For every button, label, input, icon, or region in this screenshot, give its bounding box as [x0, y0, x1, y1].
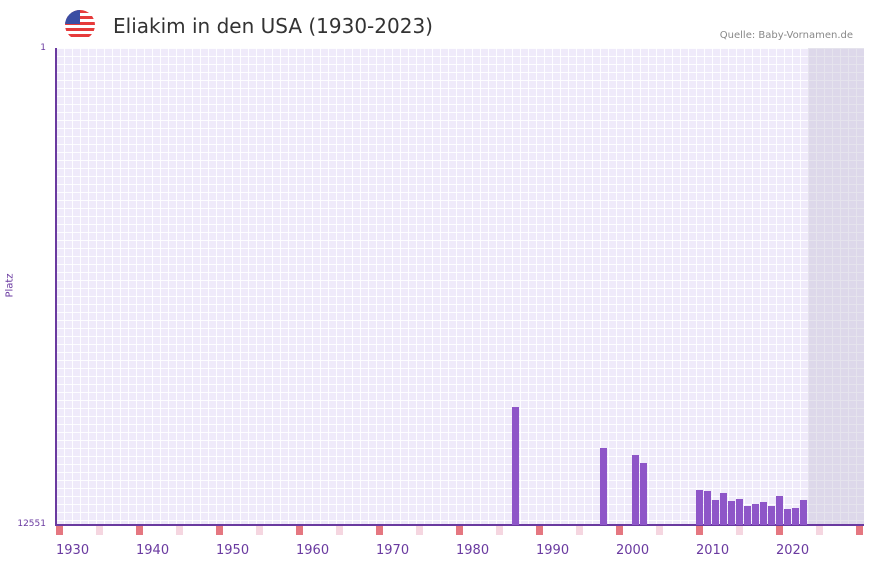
bar-1998[interactable] [600, 448, 607, 525]
bar-2016[interactable] [744, 506, 751, 525]
x-axis [55, 524, 864, 526]
source-credit: Quelle: Baby-Vornamen.de [719, 30, 853, 41]
x-tick-1990: 1990 [536, 543, 570, 558]
y-tick-top: 1 [40, 43, 46, 53]
x-tick-2010: 2010 [696, 543, 730, 558]
half-decade-marker [256, 526, 263, 535]
bar-2013[interactable] [720, 493, 727, 525]
bar-2002[interactable] [632, 455, 639, 525]
x-tick-2000: 2000 [616, 543, 650, 558]
bar-2015[interactable] [736, 499, 743, 525]
half-decade-marker [416, 526, 423, 535]
bar-2011[interactable] [704, 491, 711, 525]
bar-2012[interactable] [712, 500, 719, 525]
bar-2023[interactable] [800, 500, 807, 525]
bar-2019[interactable] [768, 506, 775, 525]
half-decade-marker [96, 526, 103, 535]
bar-2018[interactable] [760, 502, 767, 525]
bar-2022[interactable] [792, 508, 799, 525]
decade-marker [616, 526, 623, 535]
us-flag-icon [65, 10, 95, 40]
bar-2010[interactable] [696, 490, 703, 525]
x-tick-1960: 1960 [296, 543, 330, 558]
x-tick-1940: 1940 [136, 543, 170, 558]
half-decade-marker [736, 526, 743, 535]
bar-2020[interactable] [776, 496, 783, 525]
half-decade-marker [656, 526, 663, 535]
decade-marker [456, 526, 463, 535]
half-decade-marker [816, 526, 823, 535]
half-decade-marker [176, 526, 183, 535]
decade-marker [856, 526, 863, 535]
x-tick-1970: 1970 [376, 543, 410, 558]
bar-2017[interactable] [752, 504, 759, 525]
decade-marker [376, 526, 383, 535]
half-decade-marker [496, 526, 503, 535]
decade-marker [216, 526, 223, 535]
half-decade-marker [336, 526, 343, 535]
decade-marker [536, 526, 543, 535]
bar-2014[interactable] [728, 501, 735, 525]
bar-2021[interactable] [784, 509, 791, 525]
plot-area [56, 48, 864, 525]
bar-2003[interactable] [640, 463, 647, 525]
decade-marker [136, 526, 143, 535]
x-tick-2020: 2020 [776, 543, 810, 558]
decade-marker [776, 526, 783, 535]
decade-marker [56, 526, 63, 535]
bar-1987[interactable] [512, 407, 519, 525]
y-tick-bottom: 12551 [17, 519, 46, 529]
future-shaded-region [808, 48, 864, 525]
half-decade-marker [576, 526, 583, 535]
x-tick-1950: 1950 [216, 543, 250, 558]
x-tick-1930: 1930 [56, 543, 90, 558]
chart-title: Eliakim in den USA (1930-2023) [113, 14, 433, 38]
y-axis-label: Platz [4, 273, 16, 298]
x-tick-1980: 1980 [456, 543, 490, 558]
decade-marker [296, 526, 303, 535]
y-axis [55, 48, 57, 526]
decade-marker [696, 526, 703, 535]
